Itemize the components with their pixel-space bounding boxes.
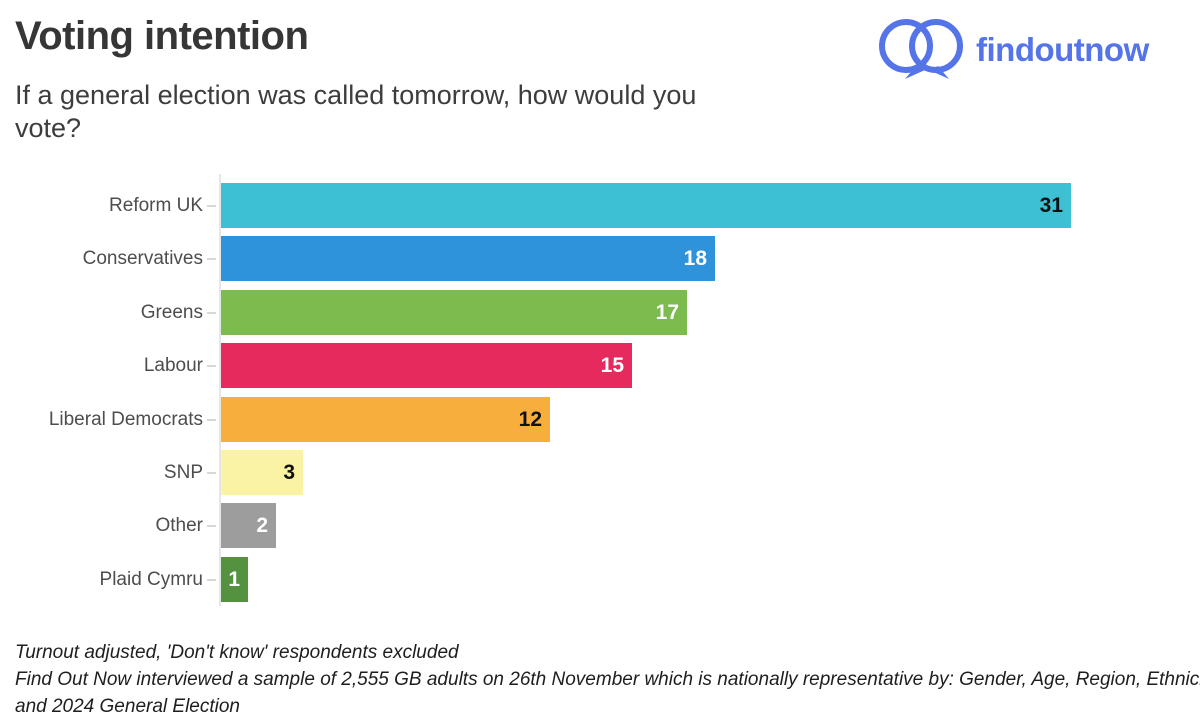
footnote: Turnout adjusted, 'Don't know' responden… [15,639,1200,720]
category-label: Reform UK [109,195,203,216]
y-axis-line [219,174,221,606]
chart-row: SNP 3 [0,450,1200,495]
tick-mark [207,578,216,581]
bar: 17 [221,289,687,335]
chart-row: Conservatives 18 [0,236,1200,282]
category-label: Greens [140,301,203,323]
tick-mark [207,258,216,261]
category-label: SNP [163,462,203,483]
bar: 31 [221,183,1071,228]
chart-row: Plaid Cymru 1 [0,556,1200,602]
voting-intention-bar-chart: Reform UK 31 Conservatives 18 Greens 17 Labour… [0,174,1200,606]
category-label: Plaid Cymru [99,568,203,590]
tick-mark [207,365,216,368]
tick-mark [207,418,216,421]
value-label: 17 [655,300,679,324]
bar: 18 [221,236,715,282]
bar: 2 [221,503,276,549]
value-label: 1 [228,567,240,591]
tick-mark [207,205,216,207]
bar: 1 [221,556,248,602]
category-label: Other [155,515,203,537]
tick-mark [207,472,216,474]
logo-wordmark: findoutnow [976,31,1149,68]
chart-row: Reform UK 31 [0,183,1200,228]
findoutnow-logo: findoutnow [878,14,1149,86]
subtitle-line-1: If a general election was called tomorro… [15,80,697,110]
value-label: 3 [283,461,295,484]
bar: 12 [221,396,550,442]
page-subtitle: If a general election was called tomorro… [15,79,696,145]
page-title: Voting intention [15,14,309,58]
tick-mark [207,525,216,528]
chart-row: Greens 17 [0,289,1200,335]
footnote-line-1: Turnout adjusted, 'Don't know' responden… [15,642,459,663]
subtitle-line-2: vote? [15,113,82,143]
bar: 15 [221,343,632,389]
chart-row: Other 2 [0,503,1200,549]
chart-row: Labour 15 [0,343,1200,389]
category-label: Liberal Democrats [48,408,203,430]
value-label: 18 [683,247,707,271]
value-label: 12 [518,407,542,431]
value-label: 15 [600,354,624,378]
tick-mark [207,311,216,314]
footnote-line-2: Find Out Now interviewed a sample of 2,5… [15,669,1200,690]
value-label: 31 [1039,194,1063,217]
category-label: Labour [143,355,203,377]
chart-row: Liberal Democrats 12 [0,396,1200,442]
category-label: Conservatives [82,248,203,270]
value-label: 2 [256,514,268,538]
two-overlapping-speech-bubbles-icon [879,19,963,79]
bar: 3 [221,450,303,495]
footnote-line-3: and 2024 General Election [15,696,240,717]
